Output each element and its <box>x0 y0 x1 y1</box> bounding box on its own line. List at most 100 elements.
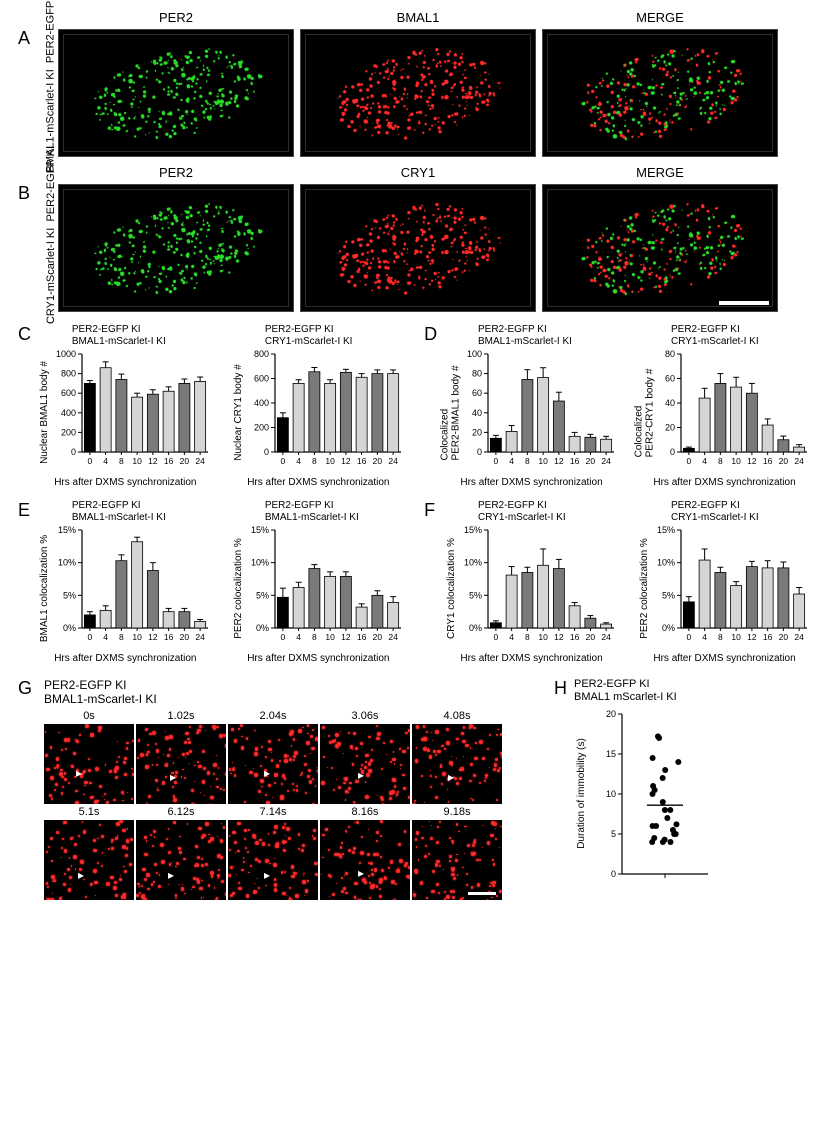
svg-text:16: 16 <box>570 632 580 642</box>
svg-text:10%: 10% <box>251 558 269 568</box>
panel-letter-h: H <box>554 678 567 698</box>
micro-panel: PER2 <box>58 165 294 312</box>
arrowhead-icon: ▸ <box>358 866 364 880</box>
svg-text:400: 400 <box>61 408 76 418</box>
svg-text:12: 12 <box>341 456 351 466</box>
svg-text:10: 10 <box>731 632 741 642</box>
bar-chart: 0204060800481012162024 <box>651 350 811 470</box>
panel-letter-e: E <box>18 500 30 520</box>
timelapse-frame: 1.02s▸ <box>136 710 226 804</box>
svg-text:8: 8 <box>119 456 124 466</box>
bar-chart: 0%5%10%15%0481012162024 <box>458 526 618 646</box>
svg-text:4: 4 <box>296 456 301 466</box>
bar-chart: 0%5%10%15%0481012162024 <box>651 526 811 646</box>
svg-text:600: 600 <box>254 374 269 384</box>
svg-text:24: 24 <box>601 632 611 642</box>
panel-g-h-row: G PER2-EGFP KI BMAL1-mScarlet-I KI 0s▸1.… <box>18 678 812 900</box>
svg-text:8: 8 <box>312 456 317 466</box>
svg-text:12: 12 <box>747 632 757 642</box>
svg-text:10: 10 <box>325 456 335 466</box>
micro-panel: BMAL1 <box>300 10 536 157</box>
svg-text:12: 12 <box>554 456 564 466</box>
svg-text:8: 8 <box>525 456 530 466</box>
timelapse-frame: 2.04s▸ <box>228 710 318 804</box>
micro-panel: CRY1 <box>300 165 536 312</box>
svg-text:0: 0 <box>264 447 269 457</box>
timelapse-frame: 8.16s▸ <box>320 806 410 900</box>
svg-text:600: 600 <box>61 388 76 398</box>
panel-letter-g: G <box>18 678 32 698</box>
svg-text:20: 20 <box>179 632 189 642</box>
bar-chart: 02004006008000481012162024 <box>245 350 405 470</box>
svg-text:12: 12 <box>148 456 158 466</box>
svg-text:5%: 5% <box>256 590 269 600</box>
svg-text:20: 20 <box>472 427 482 437</box>
micro-title: MERGE <box>636 10 684 25</box>
svg-text:0: 0 <box>477 447 482 457</box>
svg-text:20: 20 <box>665 423 675 433</box>
svg-text:16: 16 <box>763 632 773 642</box>
svg-text:0%: 0% <box>63 623 76 633</box>
micro-image <box>58 29 294 157</box>
svg-text:10%: 10% <box>464 558 482 568</box>
timelapse-frame: 3.06s▸ <box>320 710 410 804</box>
svg-text:800: 800 <box>61 369 76 379</box>
svg-text:0%: 0% <box>256 623 269 633</box>
arrowhead-icon: ▸ <box>448 770 454 784</box>
svg-text:8: 8 <box>718 456 723 466</box>
arrowhead-icon: ▸ <box>168 868 174 882</box>
svg-text:24: 24 <box>388 456 398 466</box>
svg-text:24: 24 <box>195 456 205 466</box>
chart-block: PER2-EGFP KICRY1-mScarlet-I KICRY1 coloc… <box>444 500 619 664</box>
micro-image <box>542 184 778 312</box>
micro-image <box>300 29 536 157</box>
svg-text:12: 12 <box>747 456 757 466</box>
svg-text:24: 24 <box>794 456 804 466</box>
panel-c-d-row: C PER2-EGFP KIBMAL1-mScarlet-I KINuclear… <box>18 324 812 488</box>
svg-text:10: 10 <box>132 456 142 466</box>
svg-text:20: 20 <box>779 632 789 642</box>
micro-title: CRY1 <box>401 165 435 180</box>
svg-text:5: 5 <box>611 829 616 839</box>
svg-text:0: 0 <box>280 632 285 642</box>
svg-text:16: 16 <box>164 632 174 642</box>
svg-text:0: 0 <box>494 456 499 466</box>
micro-image <box>300 184 536 312</box>
micro-title: PER2 <box>159 10 193 25</box>
svg-text:60: 60 <box>472 388 482 398</box>
svg-text:16: 16 <box>357 456 367 466</box>
svg-text:800: 800 <box>254 350 269 359</box>
bar-chart: 020040060080010000481012162024 <box>52 350 212 470</box>
micro-panel: MERGE <box>542 10 778 157</box>
svg-text:0: 0 <box>687 456 692 466</box>
bar-chart: 0%5%10%15%0481012162024 <box>245 526 405 646</box>
chart-block: PER2-EGFP KICRY1-mScarlet-I KINuclear CR… <box>231 324 406 488</box>
svg-text:1000: 1000 <box>56 350 76 359</box>
svg-text:200: 200 <box>61 427 76 437</box>
svg-text:8: 8 <box>119 632 124 642</box>
svg-text:40: 40 <box>665 398 675 408</box>
svg-text:0%: 0% <box>469 623 482 633</box>
svg-text:12: 12 <box>341 632 351 642</box>
timelapse-frame: 0s▸ <box>44 710 134 804</box>
micro-title: PER2 <box>159 165 193 180</box>
svg-text:0%: 0% <box>662 623 675 633</box>
svg-text:4: 4 <box>509 632 514 642</box>
svg-text:10: 10 <box>538 632 548 642</box>
svg-text:24: 24 <box>388 632 398 642</box>
svg-text:0: 0 <box>494 632 499 642</box>
scalebar-icon <box>719 301 769 305</box>
bar-chart: 0%5%10%15%0481012162024 <box>52 526 212 646</box>
micro-panel: PER2 <box>58 10 294 157</box>
chart-block: PER2-EGFP KIBMAL1-mScarlet-I KIColocaliz… <box>444 324 619 488</box>
svg-text:24: 24 <box>794 632 804 642</box>
svg-text:20: 20 <box>372 632 382 642</box>
svg-text:80: 80 <box>665 350 675 359</box>
chart-block: PER2-EGFP KICRY1-mScarlet-I KIPER2 coloc… <box>637 500 812 664</box>
svg-text:4: 4 <box>296 632 301 642</box>
svg-text:10%: 10% <box>58 558 76 568</box>
immobility-scatter: 05101520 <box>594 708 714 888</box>
micro-image <box>58 184 294 312</box>
svg-text:0: 0 <box>670 447 675 457</box>
svg-text:80: 80 <box>472 369 482 379</box>
